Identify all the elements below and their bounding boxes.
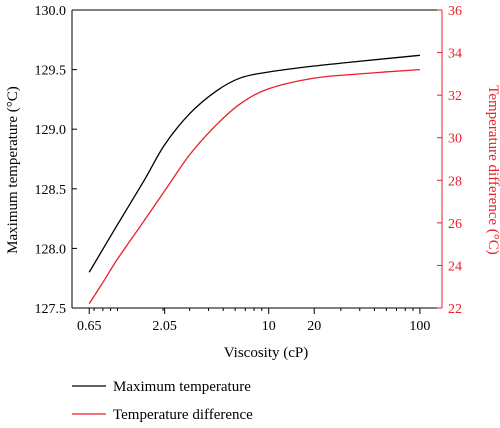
y2-tick-label: 34 xyxy=(448,47,462,62)
y-tick-label: 128.5 xyxy=(35,183,67,198)
x-tick-label: 0.65 xyxy=(77,319,102,334)
y-tick-label: 129.0 xyxy=(35,123,67,138)
y2-tick-label: 28 xyxy=(448,174,462,189)
plot-frame xyxy=(71,9,443,309)
legend: Maximum temperature Temperature differen… xyxy=(72,379,253,423)
y2-axis-title: Temperature difference (°C) xyxy=(485,85,500,255)
y2-tick-label: 32 xyxy=(448,89,462,104)
x-axis: 0.65 2.05 10 20 100 xyxy=(77,308,430,334)
series-lines xyxy=(88,54,420,305)
x-axis-title: Viscosity (cP) xyxy=(224,345,309,361)
legend-label-temperature-difference: Temperature difference xyxy=(113,407,253,423)
x-tick-label: 10 xyxy=(262,319,276,334)
y-axis-title: Maximum temperature (°C) xyxy=(5,86,21,254)
y2-tick-label: 26 xyxy=(448,217,462,232)
y-tick-label: 129.5 xyxy=(35,64,67,79)
series-line-maximum-temperature xyxy=(88,54,420,273)
legend-label-maximum-temperature: Maximum temperature xyxy=(113,379,251,395)
y2-tick-label: 22 xyxy=(448,302,462,317)
x-tick-label: 20 xyxy=(307,319,321,334)
y2-tick-label: 36 xyxy=(448,4,462,19)
y-tick-label: 127.5 xyxy=(35,302,67,317)
y2-tick-label: 30 xyxy=(448,132,462,147)
right-axis: 22 24 26 28 30 32 34 36 xyxy=(437,4,462,317)
x-tick-label: 2.05 xyxy=(152,319,177,334)
series-line-temperature-difference xyxy=(88,68,420,305)
y2-tick-label: 24 xyxy=(448,259,462,274)
left-axis: 127.5 128.0 128.5 129.0 129.5 130.0 xyxy=(35,4,77,317)
y-tick-label: 128.0 xyxy=(35,242,67,257)
y-tick-label: 130.0 xyxy=(35,4,67,19)
x-tick-label: 100 xyxy=(409,319,430,334)
